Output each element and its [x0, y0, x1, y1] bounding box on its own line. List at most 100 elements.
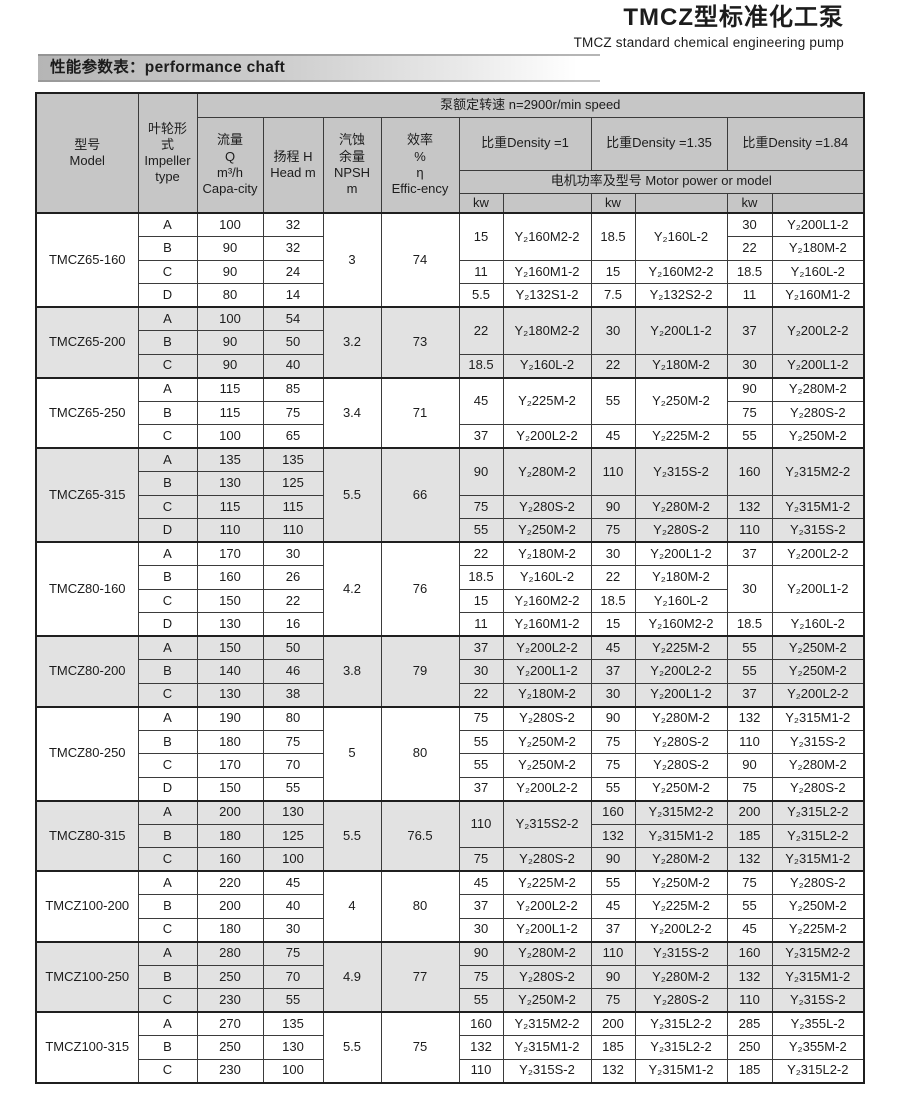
head-cell: 32 — [262, 212, 324, 237]
table-row: C 230 100 110 Y₂315S-2 132 Y₂315M1-2 185 Y₂315L2… — [36, 1058, 865, 1083]
motor-model-cell: Y₂315S-2 — [771, 988, 865, 1013]
head-cell: 130 — [262, 800, 324, 825]
table-row: TMCZ100-250 A 280 75 4.9 77 90 Y₂280M-2 110 Y₂315… — [35, 941, 865, 1013]
motor-model-cell: Y₂315M2-2 — [771, 941, 865, 966]
kw-cell: 132 — [458, 1035, 504, 1060]
model-group-tmcz100-315: TMCZ100-315 A 270 135 5.5 75 160 Y₂315M2-2 200 Y₂… — [35, 1011, 865, 1083]
motor-model-cell: Y₂160M1-2 — [771, 283, 865, 308]
head-cell: 70 — [262, 964, 324, 989]
motor-model-cell: Y₂315L2-2 — [771, 823, 865, 848]
kw-cell: 30 — [590, 682, 636, 707]
motor-model-cell: Y₂200L2-2 — [634, 917, 728, 942]
header-density-1-84: 比重Density =1.84 — [726, 116, 865, 171]
table-row: C 180 30 30 Y₂200L1-2 37 Y₂200L2-2 45 Y₂225M-2 — [36, 917, 865, 942]
head-cell: 24 — [262, 259, 324, 284]
efficiency-cell: 80 — [380, 706, 460, 801]
head-cell: 55 — [262, 776, 324, 801]
motor-model-cell: Y₂160L-2 — [634, 212, 728, 261]
kw-cell: 15 — [590, 612, 636, 637]
motor-model-cell: Y₂315L2-2 — [771, 800, 865, 825]
motor-model-cell: Y₂200L1-2 — [502, 659, 592, 684]
impeller-cell: C — [137, 917, 198, 942]
model-cell: TMCZ65-250 — [35, 377, 139, 449]
kw-cell: 90 — [590, 964, 636, 989]
impeller-cell: B — [137, 565, 198, 590]
kw-cell: 75 — [458, 964, 504, 989]
header-head: 扬程 H Head m — [262, 116, 324, 214]
kw-cell: 132 — [726, 494, 773, 519]
kw-cell: 18.5 — [726, 612, 773, 637]
kw-cell: 75 — [458, 494, 504, 519]
performance-table: 型号 Model 叶轮形 式 Impeller type 泵额定转速 n=290… — [35, 92, 866, 1084]
npsh-cell: 3.4 — [322, 377, 382, 449]
efficiency-cell: 71 — [380, 377, 460, 449]
motor-model-cell: Y₂315M1-2 — [771, 706, 865, 731]
header-capacity: 流量 Q m³/h Capa-city — [196, 116, 264, 214]
impeller-cell: A — [137, 447, 198, 472]
efficiency-cell: 66 — [380, 447, 460, 543]
impeller-cell: C — [137, 588, 198, 613]
header-density-1: 比重Density =1 — [458, 116, 592, 171]
kw-cell: 200 — [590, 1011, 636, 1036]
kw-cell: 45 — [590, 894, 636, 919]
motor-model-cell: Y₂160M2-2 — [502, 588, 592, 613]
header-impeller-type: 叶轮形 式 Impeller type — [137, 92, 198, 214]
kw-cell: 30 — [458, 659, 504, 684]
npsh-cell: 5.5 — [322, 800, 382, 872]
npsh-cell: 3.8 — [322, 635, 382, 707]
impeller-cell: B — [137, 659, 198, 684]
motor-model-cell: Y₂250M-2 — [502, 988, 592, 1013]
table-row: B 200 40 37 Y₂200L2-2 45 Y₂225M-2 55 Y₂250M-2 — [36, 894, 865, 919]
head-cell: 125 — [262, 471, 324, 496]
head-cell: 75 — [262, 729, 324, 754]
efficiency-cell: 77 — [380, 941, 460, 1013]
kw-cell: 30 — [726, 353, 773, 378]
capacity-cell: 180 — [196, 917, 264, 942]
kw-cell: 45 — [458, 377, 504, 425]
model-group-tmcz80-160: TMCZ80-160 A 170 30 4.2 76 22 Y₂180M-2 30 Y₂200L1… — [35, 541, 865, 637]
kw-cell: 15 — [458, 212, 504, 261]
motor-model-cell: Y₂250M-2 — [634, 870, 728, 895]
impeller-cell: C — [137, 259, 198, 284]
efficiency-cell: 74 — [380, 212, 460, 308]
motor-model-cell: Y₂280M-2 — [502, 941, 592, 966]
kw-cell: 55 — [590, 870, 636, 895]
kw-cell: 185 — [726, 823, 773, 848]
motor-model-cell: Y₂315S2-2 — [502, 800, 592, 848]
head-cell: 75 — [262, 400, 324, 425]
impeller-cell: A — [137, 870, 198, 895]
motor-model-cell: Y₂280M-2 — [634, 494, 728, 519]
table-row: D 110 110 55 Y₂250M-2 75 Y₂280S-2 110 Y₂315S-2 — [36, 518, 865, 543]
head-cell: 30 — [262, 917, 324, 942]
efficiency-cell: 76 — [380, 541, 460, 637]
impeller-cell: B — [137, 471, 198, 496]
npsh-cell: 4.9 — [322, 941, 382, 1013]
efficiency-cell: 75 — [380, 1011, 460, 1083]
motor-model-cell: Y₂280S-2 — [502, 847, 592, 872]
model-group-tmcz65-315: TMCZ65-315 A 135 135 5.5 66 90 Y₂280M-2 110 Y₂315… — [35, 447, 865, 543]
kw-cell: 55 — [458, 729, 504, 754]
header-motor-model-3 — [771, 192, 865, 214]
motor-model-cell: Y₂280S-2 — [634, 988, 728, 1013]
head-cell: 32 — [262, 236, 324, 261]
motor-model-cell: Y₂200L2-2 — [502, 424, 592, 449]
impeller-cell: A — [137, 635, 198, 660]
kw-cell: 30 — [726, 212, 773, 237]
impeller-cell: D — [137, 283, 198, 308]
table-row: B 180 75 55 Y₂250M-2 75 Y₂280S-2 110 Y₂315S-2 — [36, 729, 865, 754]
model-group-tmcz100-200: TMCZ100-200 A 220 45 4 80 45 Y₂225M-2 55 Y₂250M-2… — [35, 870, 865, 942]
motor-model-cell: Y₂200L2-2 — [771, 682, 865, 707]
motor-model-cell: Y₂315L2-2 — [634, 1011, 728, 1036]
kw-cell: 75 — [590, 753, 636, 778]
impeller-cell: A — [137, 212, 198, 237]
capacity-cell: 250 — [196, 1035, 264, 1060]
capacity-cell: 150 — [196, 588, 264, 613]
head-cell: 30 — [262, 541, 324, 566]
npsh-cell: 5.5 — [322, 447, 382, 543]
head-cell: 40 — [262, 353, 324, 378]
motor-model-cell: Y₂160L-2 — [502, 565, 592, 590]
kw-cell: 37 — [590, 917, 636, 942]
motor-model-cell: Y₂280S-2 — [771, 776, 865, 801]
head-cell: 100 — [262, 847, 324, 872]
motor-model-cell: Y₂315S-2 — [771, 729, 865, 754]
